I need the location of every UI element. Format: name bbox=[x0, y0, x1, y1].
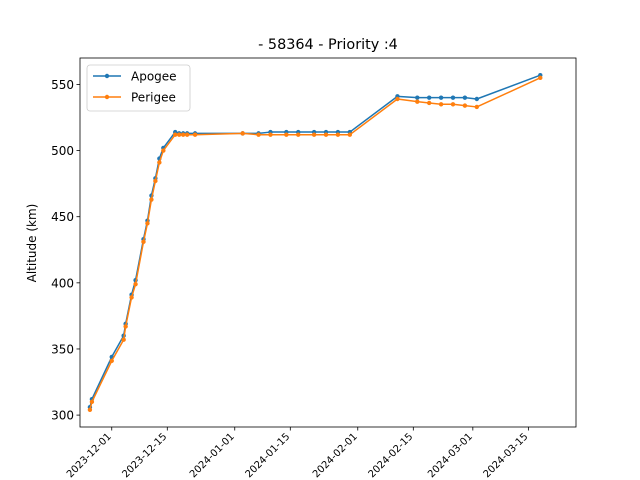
y-tick-label: 550 bbox=[51, 78, 74, 92]
perigee-data-point bbox=[123, 324, 128, 329]
plot-series bbox=[87, 72, 543, 413]
perigee-data-point bbox=[426, 100, 432, 106]
perigee-data-point bbox=[89, 399, 95, 405]
perigee-data-point bbox=[335, 132, 341, 137]
y-tick-label: 350 bbox=[51, 342, 74, 356]
perigee-data-point bbox=[240, 131, 245, 136]
perigee-data-point bbox=[268, 132, 273, 137]
apogee-data-point bbox=[474, 96, 479, 102]
chart-title: - 58364 - Priority :4 bbox=[258, 37, 398, 53]
y-tick-label: 450 bbox=[51, 210, 74, 224]
legend-label-perigee: Perigee bbox=[131, 91, 176, 105]
perigee-data-point bbox=[149, 197, 154, 202]
perigee-data-point bbox=[347, 132, 353, 137]
perigee-data-point bbox=[462, 103, 468, 108]
y-tick-label: 500 bbox=[51, 144, 74, 158]
legend-label-apogee: Apogee bbox=[131, 70, 177, 84]
perigee-data-point bbox=[450, 102, 456, 107]
perigee-data-point bbox=[87, 407, 93, 413]
perigee-data-point bbox=[157, 160, 162, 165]
perigee-data-point bbox=[161, 148, 166, 153]
perigee-data-point bbox=[153, 178, 158, 184]
perigee-data-point bbox=[438, 102, 444, 107]
legend-marker-apogee bbox=[104, 73, 110, 79]
perigee-data-point bbox=[296, 132, 301, 137]
perigee-data-point bbox=[173, 132, 178, 137]
perigee-data-point bbox=[284, 132, 289, 137]
perigee-data-point bbox=[395, 96, 400, 102]
y-tick-label: 400 bbox=[51, 276, 74, 290]
perigee-data-point bbox=[180, 132, 186, 137]
perigee-data-point bbox=[121, 337, 126, 342]
apogee-data-point bbox=[462, 95, 468, 100]
perigee-data-point bbox=[133, 281, 138, 287]
perigee-data-point bbox=[145, 221, 150, 226]
y-tick-label: 300 bbox=[51, 409, 74, 423]
perigee-data-point bbox=[192, 132, 198, 137]
legend: Apogee Perigee bbox=[86, 64, 191, 112]
perigee-data-point bbox=[538, 75, 543, 81]
y-axis-ticks: 300 350 400 450 500 550 bbox=[51, 78, 80, 423]
perigee-data-point bbox=[256, 132, 261, 137]
apogee-data-point bbox=[438, 95, 444, 100]
perigee-data-point bbox=[311, 132, 317, 137]
apogee-data-point bbox=[415, 95, 420, 100]
perigee-data-point bbox=[474, 104, 479, 110]
legend-marker-perigee bbox=[104, 94, 110, 100]
perigee-data-point bbox=[141, 239, 146, 245]
apogee-data-point bbox=[426, 95, 432, 100]
apogee-data-point bbox=[450, 95, 456, 100]
perigee-data-point bbox=[323, 132, 329, 137]
plot-area-frame bbox=[79, 57, 577, 428]
perigee-data-point bbox=[129, 295, 134, 300]
perigee-data-point bbox=[184, 132, 190, 137]
perigee-data-point bbox=[415, 99, 420, 104]
y-axis-label: Altitude (km) bbox=[25, 204, 39, 283]
perigee-data-point bbox=[177, 132, 182, 137]
perigee-data-point bbox=[109, 358, 114, 364]
